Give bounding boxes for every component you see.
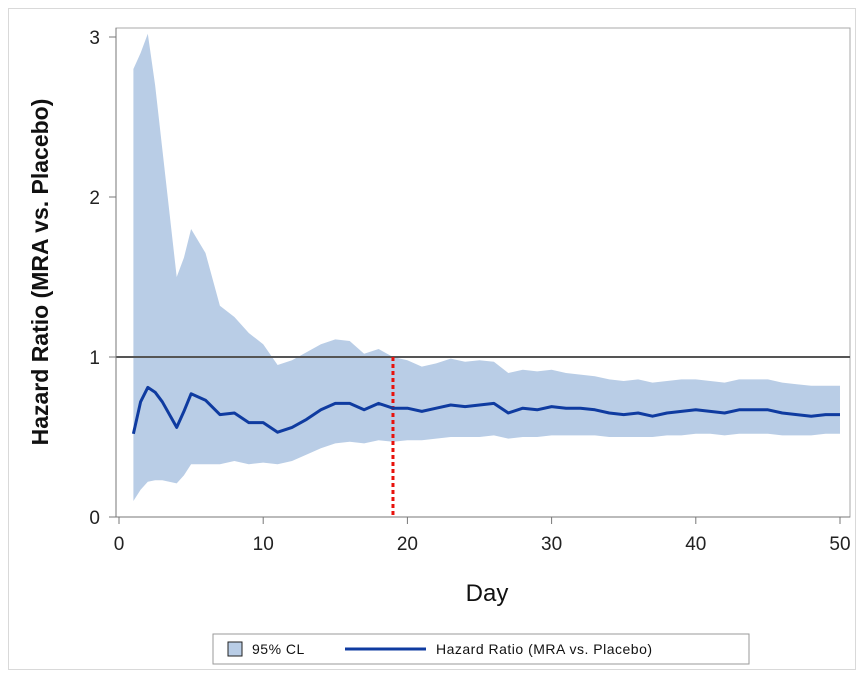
y-tick-label: 0 (89, 508, 100, 529)
legend: 95% CL Hazard Ratio (MRA vs. Placebo) (212, 633, 750, 665)
x-tick-label: 0 (114, 534, 125, 555)
x-tick-label: 50 (829, 534, 850, 555)
x-ticks: 0 10 20 30 40 50 (114, 517, 851, 555)
y-tick-label: 1 (89, 348, 100, 369)
y-tick-label: 2 (89, 188, 100, 209)
legend-band-swatch (227, 641, 243, 657)
y-tick-label: 3 (89, 28, 100, 49)
legend-line-label: Hazard Ratio (MRA vs. Placebo) (436, 641, 653, 657)
hazard-ratio-line (131, 385, 840, 435)
x-tick-label: 20 (397, 534, 418, 555)
x-axis-title: Day (466, 580, 509, 607)
y-ticks: 0 1 2 3 (89, 28, 116, 529)
chart-frame (8, 8, 856, 670)
axes: 0 10 20 30 40 50 0 1 2 3 Day Hazard Ratio (MRA v… (27, 28, 851, 607)
plot-layer (115, 27, 851, 518)
x-tick-label: 40 (685, 534, 706, 555)
x-tick-label: 30 (541, 534, 562, 555)
legend-box (212, 633, 750, 665)
y-axis-title: Hazard Ratio (MRA vs. Placebo) (27, 99, 53, 446)
confidence-band (133, 33, 840, 502)
legend-band-label: 95% CL (252, 641, 305, 657)
x-tick-label: 10 (253, 534, 274, 555)
